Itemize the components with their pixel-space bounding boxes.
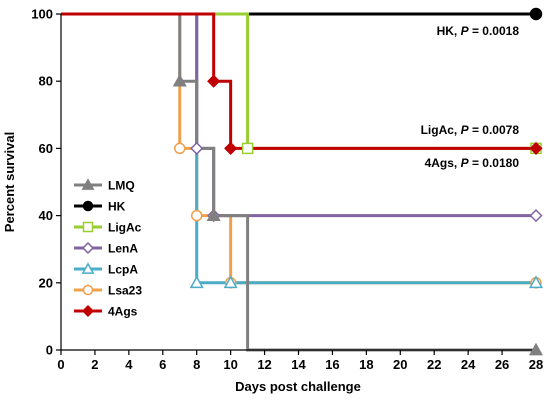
y-tick-label: 100 [31,7,53,22]
marker-lsa23 [190,209,203,222]
x-tick-label: 20 [393,357,407,372]
x-tick-label: 10 [223,357,237,372]
y-tick-label: 0 [46,343,53,358]
marker-lcpa [528,275,544,289]
markers-layer [172,7,544,356]
marker-lmq [206,208,221,221]
marker-lena [190,141,204,155]
marker-hk [529,7,543,21]
x-tick-label: 12 [257,357,271,372]
marker-4ags [529,141,543,155]
legend-label-4ags: 4Ags [108,305,138,319]
y-tick-label: 80 [39,74,53,89]
x-tick-label: 2 [91,357,98,372]
legend-label-lmq: LMQ [108,179,135,193]
x-tick-label: 6 [159,357,166,372]
legend-label-hk: HK [108,200,126,214]
x-tick-label: 24 [461,357,476,372]
x-tick-label: 4 [125,357,133,372]
series-line-lmq [61,12,536,352]
x-tick-label: 22 [427,357,441,372]
marker-lena [529,209,543,223]
marker-lsa23 [174,142,186,155]
legend-label-lsa23: Lsa23 [108,284,142,298]
legend-marker-lsa23 [82,284,94,296]
legend: LMQ HK LigAc LenA LcpA Lsa23 4Ags [74,178,142,319]
legend-marker-ligac [82,221,94,233]
x-tick-label: 0 [57,357,64,372]
marker-lcpa [223,275,238,289]
x-tick-label: 8 [193,357,200,372]
legend-marker-hk [82,200,94,212]
y-tick-label: 40 [39,208,53,223]
x-tick-label: 14 [291,357,306,372]
legend-marker-lena [81,241,95,255]
marker-4ags [207,74,221,88]
x-tick-label: 18 [359,357,373,372]
marker-4ags [224,141,238,155]
annotation-hk: HK, P = 0.0018 [437,24,520,38]
series-line-4ags [61,12,536,150]
marker-lcpa [189,275,204,289]
x-axis-title: Days post challenge [235,379,361,394]
y-tick-label: 60 [39,141,53,156]
legend-marker-lmq [81,178,95,190]
legend-label-lcpa: LcpA [108,263,138,277]
marker-lmq [528,342,544,356]
legend-marker-4ags [81,304,95,318]
marker-ligac [241,142,254,155]
legend-label-ligac: LigAc [108,221,142,235]
x-tick-label: 16 [325,357,339,372]
x-tick-label: 28 [529,357,543,372]
marker-lmq [172,73,187,87]
legend-marker-lcpa [81,262,95,274]
annotation-ligac: LigAc, P = 0.0078 [421,123,520,137]
tick-marks [56,13,537,355]
legend-label-lena: LenA [108,242,138,256]
y-tick-label: 20 [39,275,53,290]
y-axis-title: Percent survival [2,132,17,232]
x-tick-label: 26 [495,357,509,372]
series-layer [61,12,536,352]
annotation-4ags: 4Ags, P = 0.0180 [425,156,520,170]
